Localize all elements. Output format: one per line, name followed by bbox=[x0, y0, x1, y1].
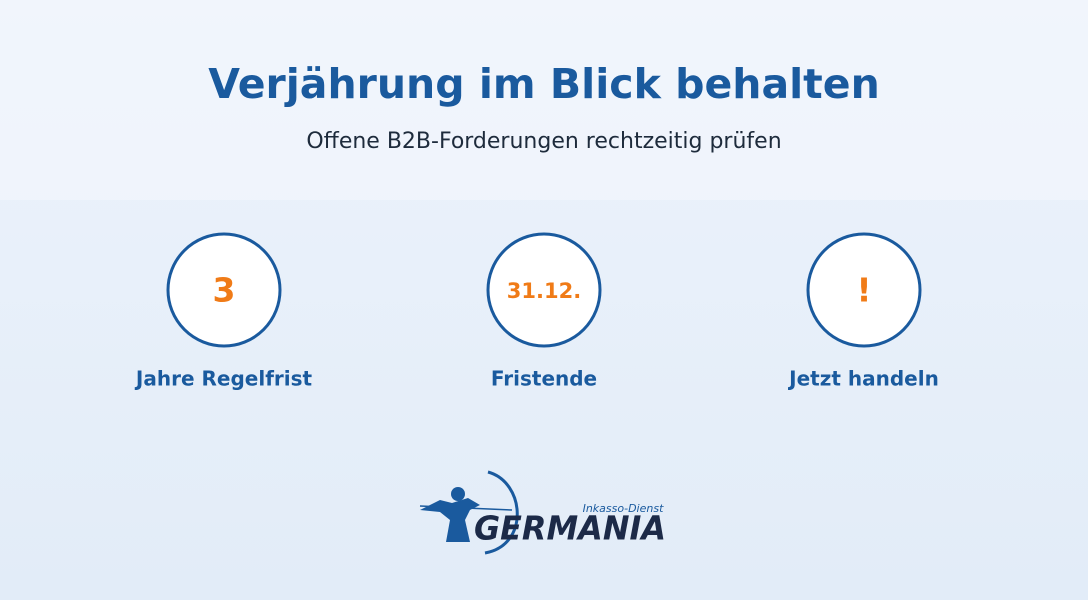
item-circle bbox=[486, 232, 602, 348]
item-label: Fristende bbox=[491, 367, 597, 391]
item-value: ! bbox=[856, 271, 871, 310]
logo-name: GERMANIA bbox=[474, 509, 666, 548]
item-circle bbox=[166, 232, 282, 348]
item-value: 3 bbox=[213, 271, 236, 310]
logo: Inkasso-Dienst GERMANIA bbox=[419, 470, 666, 555]
bow bbox=[484, 470, 519, 555]
header-band bbox=[0, 0, 1088, 200]
item-circle bbox=[806, 232, 922, 348]
items: 3 Jahre Regelfrist 31.12. Fristende! Jetzt h… bbox=[134, 232, 939, 391]
logo-tagline: Inkasso-Dienst bbox=[583, 502, 664, 515]
subtitle: Offene B2B-Forderungen rechtzeitig prüfe… bbox=[306, 129, 781, 154]
item-label: Jetzt handeln bbox=[787, 367, 939, 391]
title: Verjährung im Blick behalten bbox=[208, 60, 880, 108]
item-label: Jahre Regelfrist bbox=[134, 367, 313, 391]
archer-head bbox=[451, 487, 465, 501]
archer-body bbox=[420, 498, 480, 542]
item-value: 31.12. bbox=[507, 279, 581, 303]
